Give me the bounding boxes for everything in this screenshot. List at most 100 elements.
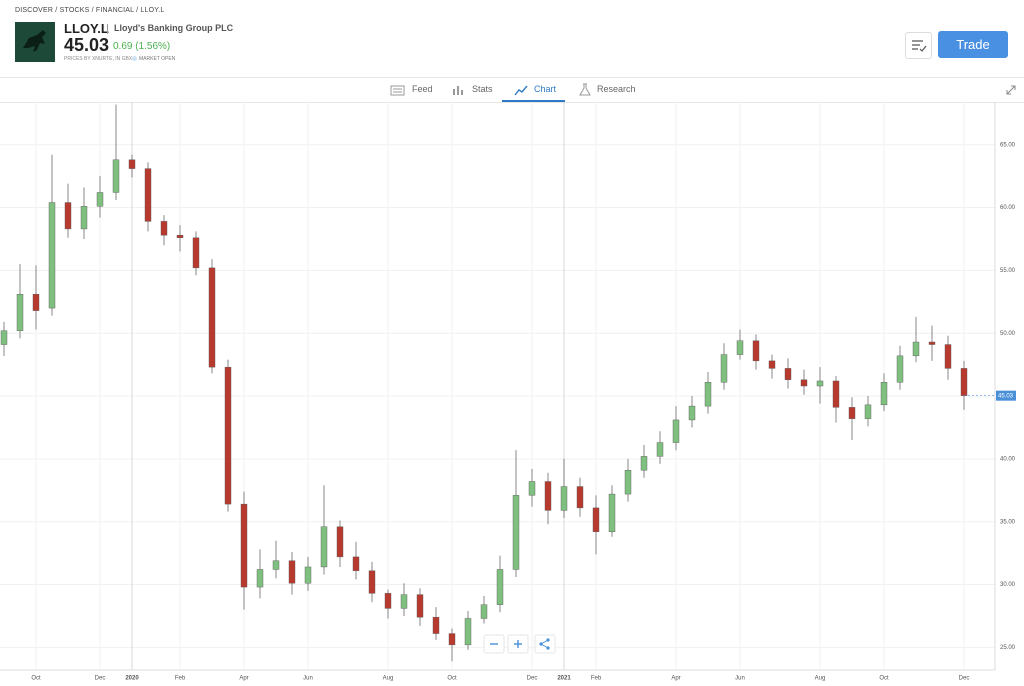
x-tick-label: Feb bbox=[591, 676, 602, 682]
watchlist-button[interactable] bbox=[905, 32, 932, 59]
candle-body bbox=[608, 493, 616, 532]
x-tick-label: Apr bbox=[239, 676, 248, 682]
candle-body bbox=[208, 267, 216, 368]
y-tick-label: 50.00 bbox=[1000, 331, 1016, 337]
candle-body bbox=[512, 495, 520, 570]
candle-body bbox=[688, 405, 696, 421]
candle-body bbox=[800, 379, 808, 387]
candle-body bbox=[592, 507, 600, 532]
company-name: Lloyd's Banking Group PLC bbox=[114, 23, 234, 33]
divider bbox=[0, 77, 1024, 78]
y-tick-label: 35.00 bbox=[1000, 519, 1016, 525]
zoom-controls bbox=[483, 634, 556, 654]
ticker: LLOY.L bbox=[64, 21, 109, 36]
expand-icon[interactable] bbox=[1005, 84, 1017, 96]
share-dot bbox=[539, 642, 543, 646]
candle-body bbox=[832, 380, 840, 408]
trade-button[interactable]: Trade bbox=[938, 31, 1008, 58]
logo bbox=[15, 22, 55, 62]
status-dot bbox=[132, 56, 137, 61]
stats-icon bbox=[453, 86, 463, 95]
chart: 25.0030.0035.0040.0045.0050.0055.0060.00… bbox=[0, 102, 1016, 682]
candle-body bbox=[816, 380, 824, 387]
x-tick-label: Dec bbox=[527, 676, 538, 682]
active-tab-indicator bbox=[502, 100, 565, 102]
candle-body bbox=[192, 237, 200, 269]
candle-body bbox=[640, 456, 648, 471]
candle-body bbox=[784, 368, 792, 380]
candle-body bbox=[752, 340, 760, 362]
candle-body bbox=[176, 235, 184, 238]
candle-body bbox=[160, 221, 168, 236]
candle-body bbox=[288, 560, 296, 584]
share-dot bbox=[546, 638, 550, 642]
candle-body bbox=[896, 355, 904, 383]
candle-body bbox=[144, 168, 152, 222]
candle-body bbox=[112, 159, 120, 193]
y-tick-label: 65.00 bbox=[1000, 142, 1016, 148]
candle-body bbox=[944, 344, 952, 369]
candle-body bbox=[736, 340, 744, 355]
candle-body bbox=[336, 526, 344, 558]
tab-research[interactable]: Research bbox=[597, 84, 636, 94]
candle-body bbox=[576, 486, 584, 509]
y-tick-label: 25.00 bbox=[1000, 645, 1016, 651]
tab-chart[interactable]: Chart bbox=[534, 84, 557, 94]
candle-body bbox=[32, 294, 40, 311]
candle-body bbox=[80, 206, 88, 230]
research-icon bbox=[579, 83, 591, 96]
share-button[interactable] bbox=[534, 634, 556, 654]
candle-body bbox=[464, 618, 472, 646]
tab-stats[interactable]: Stats bbox=[472, 84, 493, 94]
breadcrumb[interactable]: DISCOVER / STOCKS / FINANCIAL / LLOY.L bbox=[15, 7, 165, 14]
candle-body bbox=[528, 481, 536, 496]
candle-body bbox=[224, 366, 232, 505]
price: 45.03 bbox=[64, 35, 110, 55]
x-tick-label: Aug bbox=[815, 676, 826, 682]
tab-bar: Feed Stats Chart Research bbox=[0, 78, 1024, 103]
x-tick-label: 2021 bbox=[557, 676, 571, 682]
price-change: 0.69 (1.56%) bbox=[113, 41, 171, 52]
candle-body bbox=[496, 569, 504, 605]
candle-body bbox=[768, 360, 776, 369]
candle-body bbox=[432, 617, 440, 634]
candle-body bbox=[960, 368, 968, 396]
candle-body bbox=[720, 354, 728, 383]
candle-body bbox=[544, 481, 552, 511]
candle-body bbox=[448, 633, 456, 646]
candle-body bbox=[928, 341, 936, 345]
y-tick-label: 55.00 bbox=[1000, 268, 1016, 274]
candle-body bbox=[240, 503, 248, 588]
candle-body bbox=[656, 442, 664, 457]
candle-body bbox=[384, 593, 392, 609]
current-price-label: 45.03 bbox=[998, 393, 1014, 399]
candle-body bbox=[848, 407, 856, 419]
x-tick-label: Jun bbox=[735, 676, 745, 682]
x-tick-label: Apr bbox=[671, 676, 680, 682]
x-tick-label: Feb bbox=[175, 676, 186, 682]
candle-body bbox=[272, 560, 280, 570]
x-tick-label: Dec bbox=[95, 676, 106, 682]
feed-icon bbox=[390, 85, 405, 96]
share-dot bbox=[546, 646, 550, 650]
candle-body bbox=[96, 192, 104, 207]
candle-body bbox=[0, 330, 8, 345]
candle-body bbox=[912, 341, 920, 357]
candle-body bbox=[304, 566, 312, 584]
candle-body bbox=[480, 604, 488, 619]
x-tick-label: 2020 bbox=[125, 676, 139, 682]
candle-body bbox=[416, 594, 424, 618]
current-price-tag bbox=[996, 390, 1016, 401]
candle-body bbox=[400, 594, 408, 609]
candle-body bbox=[880, 382, 888, 406]
x-tick-label: Jun bbox=[303, 676, 313, 682]
tab-feed[interactable]: Feed bbox=[412, 84, 433, 94]
candle-body bbox=[48, 202, 56, 309]
price-source: PRICES BY XNURTE, IN GBX bbox=[64, 56, 133, 62]
y-tick-label: 60.00 bbox=[1000, 205, 1016, 211]
candle-body bbox=[672, 419, 680, 443]
chart-icon bbox=[514, 85, 528, 96]
separator bbox=[107, 24, 108, 34]
